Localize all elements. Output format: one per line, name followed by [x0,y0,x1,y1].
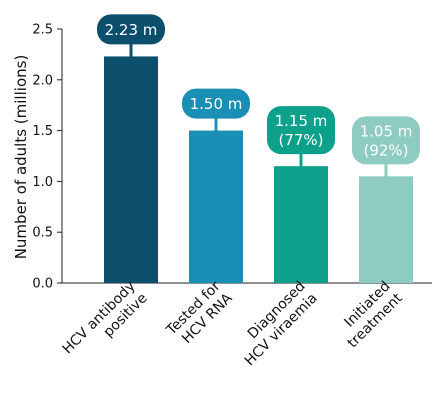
bubble-box [182,88,250,119]
bubble-box [267,106,335,155]
y-tick-label: 0.5 [32,226,53,241]
value-label-text: 1.15 m [275,112,328,130]
bubble-box [352,116,420,165]
value-label-text: (77%) [278,131,323,149]
value-label-text: 2.23 m [105,21,158,39]
bar [274,166,328,283]
value-label-bubble: 1.15 m(77%) [267,106,335,168]
y-tick-label: 2.0 [32,73,53,88]
y-tick-label: 1.5 [32,124,53,139]
value-labels: 2.23 m 1.50 m 1.15 m(77%) 1.05 m(92%) [97,14,420,178]
value-label-text: 1.05 m [360,122,413,140]
value-label-bubble: 1.05 m(92%) [352,116,420,178]
value-label-text: 1.50 m [190,95,243,113]
value-label-text: (92%) [363,141,408,159]
value-label-bubble: 2.23 m [97,14,165,58]
bars [104,56,413,283]
value-label-bubble: 1.50 m [182,88,250,132]
bar [189,130,243,283]
bar [359,176,413,283]
y-axis-title: Number of adults (millions) [12,55,30,260]
y-tick-label: 1.0 [32,175,53,190]
bubble-box [97,14,165,45]
y-tick-label: 2.5 [32,23,53,38]
bar [104,56,158,283]
y-tick-label: 0.0 [32,277,53,292]
